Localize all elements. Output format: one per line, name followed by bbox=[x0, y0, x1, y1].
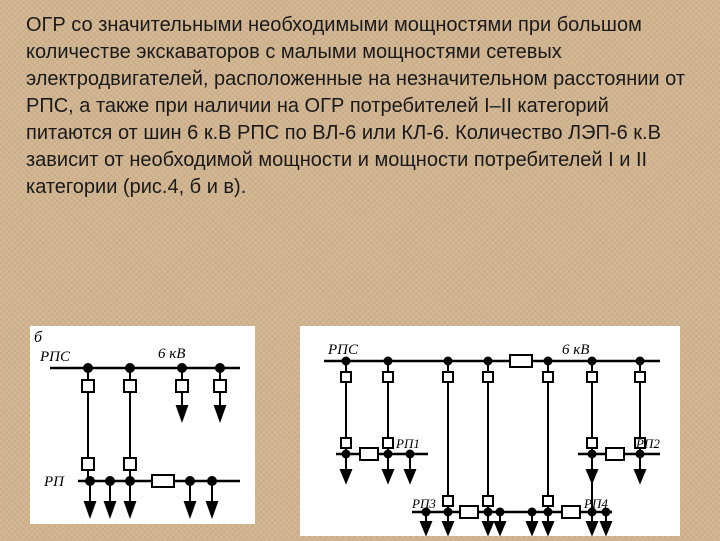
diagrams-container: б РПС 6 кВ bbox=[0, 326, 720, 536]
voltage-label-right: 6 кВ bbox=[562, 342, 589, 358]
rps-label-left: РПС bbox=[39, 349, 71, 365]
figure-label-b: б bbox=[34, 329, 43, 346]
description-paragraph: ОГР со значительными необходимыми мощнос… bbox=[0, 0, 720, 213]
rp-label-left: РП bbox=[43, 474, 65, 490]
rps-label-right: РПС bbox=[327, 342, 359, 358]
voltage-label-left: 6 кВ bbox=[158, 346, 185, 362]
schematic-v-svg: РПС 6 кВ bbox=[300, 326, 680, 536]
schematic-b-svg: б РПС 6 кВ bbox=[30, 326, 255, 524]
diagram-b: б РПС 6 кВ bbox=[30, 326, 255, 524]
rp1-label: РП1 bbox=[395, 436, 420, 451]
diagram-v: РПС 6 кВ bbox=[300, 326, 680, 536]
rp2-label: РП2 bbox=[635, 436, 660, 451]
